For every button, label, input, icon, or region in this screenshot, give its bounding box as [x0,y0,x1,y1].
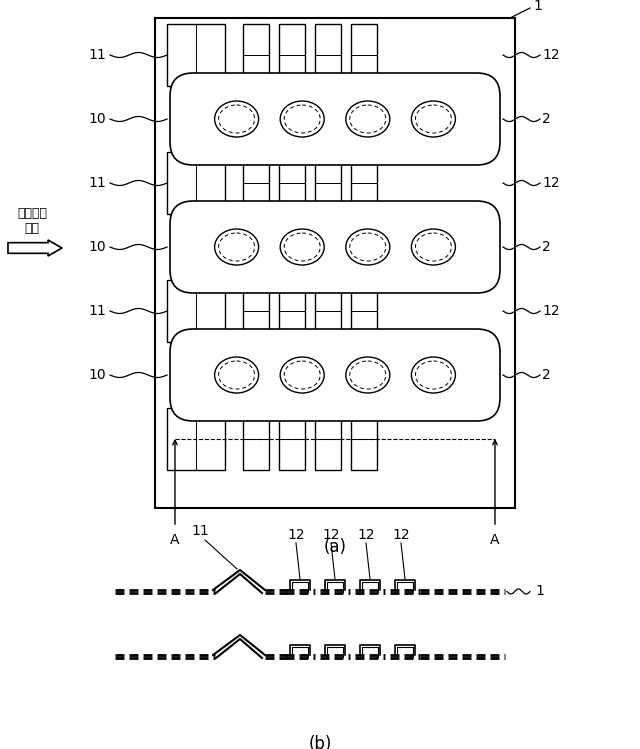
Bar [315,280,341,342]
Bar [167,408,225,470]
Ellipse shape [284,105,320,133]
Ellipse shape [346,357,390,393]
Ellipse shape [284,361,320,389]
Bar [167,280,225,342]
Text: 12: 12 [392,528,410,542]
Ellipse shape [280,357,324,393]
FancyBboxPatch shape [170,201,500,293]
Text: A: A [170,533,180,547]
Bar [351,152,377,214]
Ellipse shape [280,101,324,137]
Bar [243,408,269,470]
Ellipse shape [219,105,255,133]
Text: A: A [490,533,500,547]
Ellipse shape [412,357,456,393]
Ellipse shape [214,229,259,265]
Text: 2: 2 [542,112,551,126]
Ellipse shape [346,229,390,265]
Bar [351,280,377,342]
Ellipse shape [412,101,456,137]
Bar [315,408,341,470]
Polygon shape [8,240,62,256]
Bar [167,152,225,214]
Bar [279,152,305,214]
Bar [279,24,305,86]
Bar [243,24,269,86]
Text: 10: 10 [88,112,106,126]
Text: 1: 1 [533,0,542,13]
Bar [315,152,341,214]
Bar [155,18,515,508]
Bar [351,408,377,470]
Text: 12: 12 [542,304,559,318]
Bar [243,280,269,342]
Text: 12: 12 [322,528,340,542]
Bar [315,24,341,86]
Text: 12: 12 [542,48,559,62]
Text: 11: 11 [88,48,106,62]
Ellipse shape [284,233,320,261]
Ellipse shape [346,101,390,137]
Bar [167,24,225,86]
Text: 12: 12 [542,176,559,190]
Text: 10: 10 [88,368,106,382]
Ellipse shape [219,361,255,389]
Text: (a): (a) [323,538,346,556]
Text: 10: 10 [88,240,106,254]
Bar [279,280,305,342]
Ellipse shape [350,361,386,389]
Bar [243,152,269,214]
Text: (b): (b) [308,735,332,749]
Ellipse shape [214,357,259,393]
Text: 1: 1 [535,584,544,598]
Ellipse shape [415,361,451,389]
Ellipse shape [415,105,451,133]
Text: 2: 2 [542,368,551,382]
Ellipse shape [350,105,386,133]
Ellipse shape [214,101,259,137]
Text: 11: 11 [88,304,106,318]
Text: 11: 11 [191,524,209,538]
Text: 空気流れ: 空気流れ [17,207,47,220]
Ellipse shape [415,233,451,261]
Text: 12: 12 [357,528,375,542]
Bar [279,408,305,470]
Text: 11: 11 [88,176,106,190]
FancyBboxPatch shape [170,329,500,421]
Ellipse shape [280,229,324,265]
Text: 2: 2 [542,240,551,254]
Bar [351,24,377,86]
Ellipse shape [219,233,255,261]
Text: 12: 12 [287,528,305,542]
Ellipse shape [350,233,386,261]
Text: 方向: 方向 [24,222,40,235]
Ellipse shape [412,229,456,265]
FancyBboxPatch shape [170,73,500,165]
